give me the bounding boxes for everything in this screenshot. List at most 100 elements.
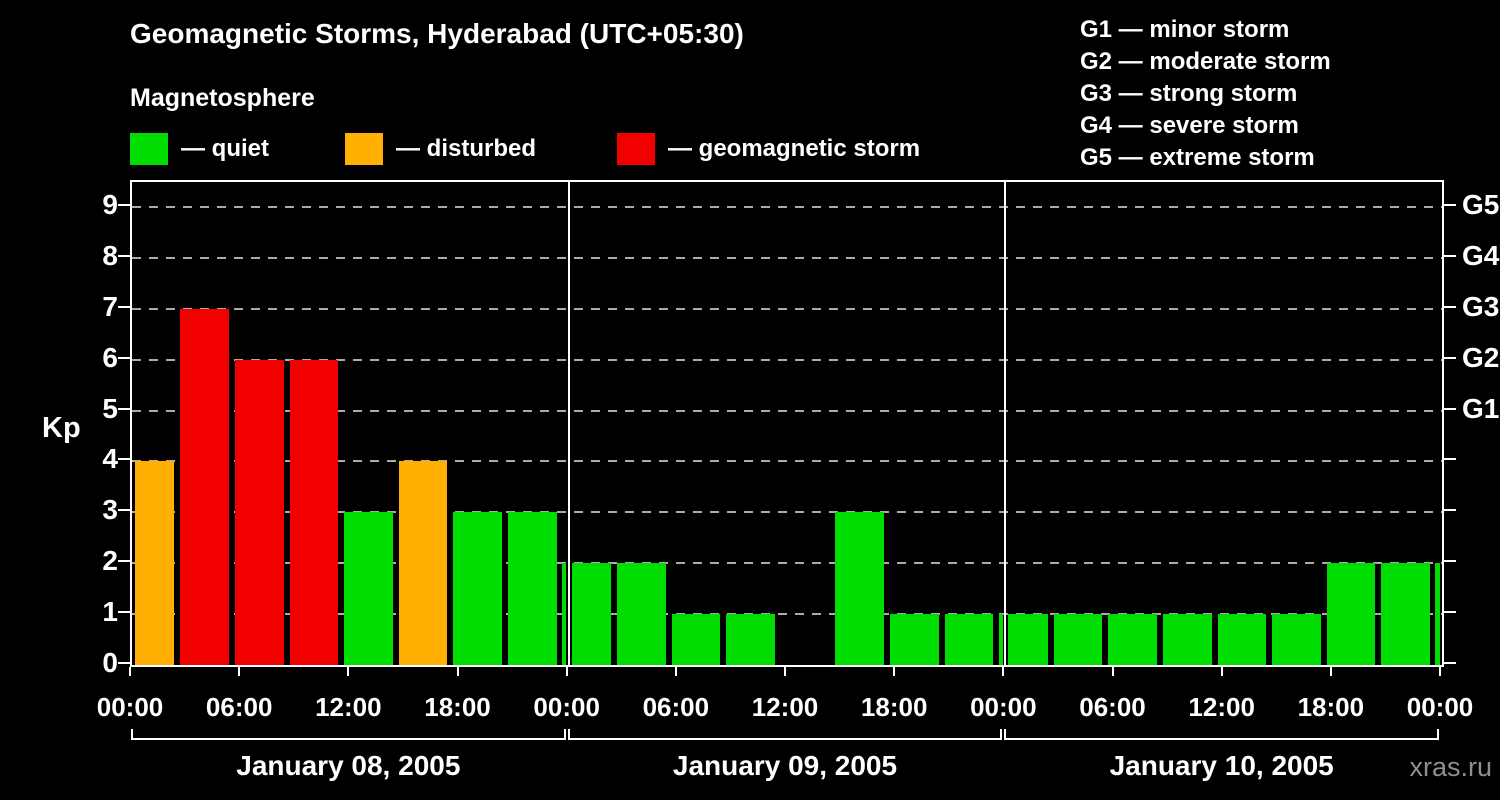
y-tick-left [118, 356, 130, 359]
y-tick-label-1: 1 [102, 596, 118, 628]
kp-bar [135, 461, 175, 665]
y-tick-right [1444, 611, 1456, 614]
y-tick-left [118, 611, 130, 614]
plot-inner [132, 182, 1442, 665]
y-tick-left [118, 560, 130, 563]
kp-bar [835, 512, 885, 665]
kp-bar [344, 512, 393, 665]
gridline-kp-3 [132, 511, 1442, 514]
gridline-kp-5 [132, 409, 1442, 412]
y-tick-left [118, 254, 130, 257]
gridline-kp-4 [132, 460, 1442, 463]
x-tick-mark [893, 667, 896, 676]
x-tick-mark [1329, 667, 1332, 676]
y-tick-left [118, 407, 130, 410]
x-tick-mark [456, 667, 459, 676]
kp-bar [507, 512, 557, 665]
x-tick-label: 18:00 [860, 692, 928, 722]
y-tick-right [1444, 407, 1456, 410]
kp-bar [453, 512, 502, 665]
y-tick-right [1444, 204, 1456, 206]
quiet-color-swatch-icon [130, 133, 168, 165]
storm-color-swatch-icon [617, 133, 655, 165]
g-label-G2: G2 [1462, 341, 1500, 373]
day-separator [567, 182, 570, 665]
y-tick-left [118, 204, 130, 206]
y-tick-left [118, 509, 130, 512]
kp-bar [944, 614, 994, 665]
storm-scale-line-2: G2 — moderate storm [1080, 48, 1331, 75]
g-label-G5: G5 [1462, 189, 1500, 220]
x-tick-mark [1220, 667, 1223, 676]
x-tick-label: 00:00 [96, 692, 164, 722]
x-tick-label: 06:00 [205, 692, 273, 722]
magnetosphere-label: Magnetosphere [130, 84, 315, 112]
date-bracket [567, 729, 1003, 740]
x-tick-label: 12:00 [1188, 692, 1255, 722]
x-tick-label: 06:00 [642, 692, 710, 722]
y-tick-label-5: 5 [102, 392, 118, 424]
y-tick-right [1444, 662, 1456, 664]
legend-item-quiet: — quiet [130, 132, 269, 166]
date-bracket [131, 729, 566, 740]
kp-bar [561, 563, 567, 665]
kp-bar [726, 614, 775, 665]
legend-item-disturbed: — disturbed [345, 132, 536, 166]
kp-bar [1053, 614, 1103, 665]
date-label: January 10, 2005 [1109, 750, 1334, 781]
y-tick-label-2: 2 [102, 545, 118, 577]
storm-scale-line-3: G3 — strong storm [1080, 80, 1298, 107]
kp-bar [617, 563, 666, 665]
gridline-kp-6 [132, 358, 1442, 361]
storm-scale-line-4: G4 — severe storm [1080, 112, 1299, 139]
kp-bar [1108, 614, 1157, 665]
y-tick-left [118, 305, 130, 308]
kp-bar [1326, 563, 1376, 665]
kp-bar [1162, 614, 1212, 665]
kp-bar [890, 614, 939, 665]
y-tick-right [1444, 356, 1456, 359]
y-tick-left [118, 662, 130, 664]
y-tick-label-4: 4 [102, 443, 118, 475]
x-tick-label: 00:00 [1406, 692, 1474, 722]
kp-bar [1008, 614, 1048, 665]
x-tick-mark [784, 667, 786, 676]
kp-bar [1272, 614, 1321, 665]
x-tick-label: 00:00 [533, 692, 600, 722]
legend-label-storm: — geomagnetic storm [668, 135, 921, 162]
x-tick-mark [1002, 667, 1005, 676]
x-tick-label: 18:00 [424, 692, 491, 722]
x-tick-mark [565, 667, 568, 676]
kp-bar [235, 359, 284, 665]
x-tick-mark [674, 667, 677, 676]
x-tick-label: 18:00 [1297, 692, 1365, 722]
x-tick-label: 12:00 [315, 692, 382, 722]
disturbed-color-swatch-icon [345, 133, 383, 165]
y-tick-left [118, 458, 130, 461]
date-label: January 08, 2005 [236, 750, 461, 781]
day-separator [1004, 182, 1007, 665]
y-tick-right [1444, 458, 1456, 461]
legend-item-storm: — geomagnetic storm [617, 132, 920, 166]
g-label-G3: G3 [1462, 290, 1500, 322]
date-bracket [1004, 729, 1439, 740]
kp-bar [1217, 614, 1267, 665]
legend-label-quiet: — quiet [181, 135, 269, 162]
x-tick-mark [238, 667, 241, 676]
gridline-kp-2 [132, 562, 1442, 565]
g-label-G4: G4 [1462, 239, 1500, 271]
kp-bar [180, 308, 230, 665]
legend-label-disturbed: — disturbed [396, 135, 537, 162]
gridline-kp-7 [132, 307, 1442, 310]
x-tick-mark [129, 667, 131, 676]
g-label-G1: G1 [1462, 392, 1500, 424]
kp-bar [398, 461, 448, 665]
kp-bar [1381, 563, 1430, 665]
watermark: xras.ru [1409, 752, 1492, 782]
date-label: January 09, 2005 [672, 750, 898, 781]
x-tick-label: 00:00 [970, 692, 1037, 722]
y-tick-label-6: 6 [102, 341, 118, 373]
y-tick-right [1444, 254, 1456, 257]
y-tick-right [1444, 509, 1456, 512]
